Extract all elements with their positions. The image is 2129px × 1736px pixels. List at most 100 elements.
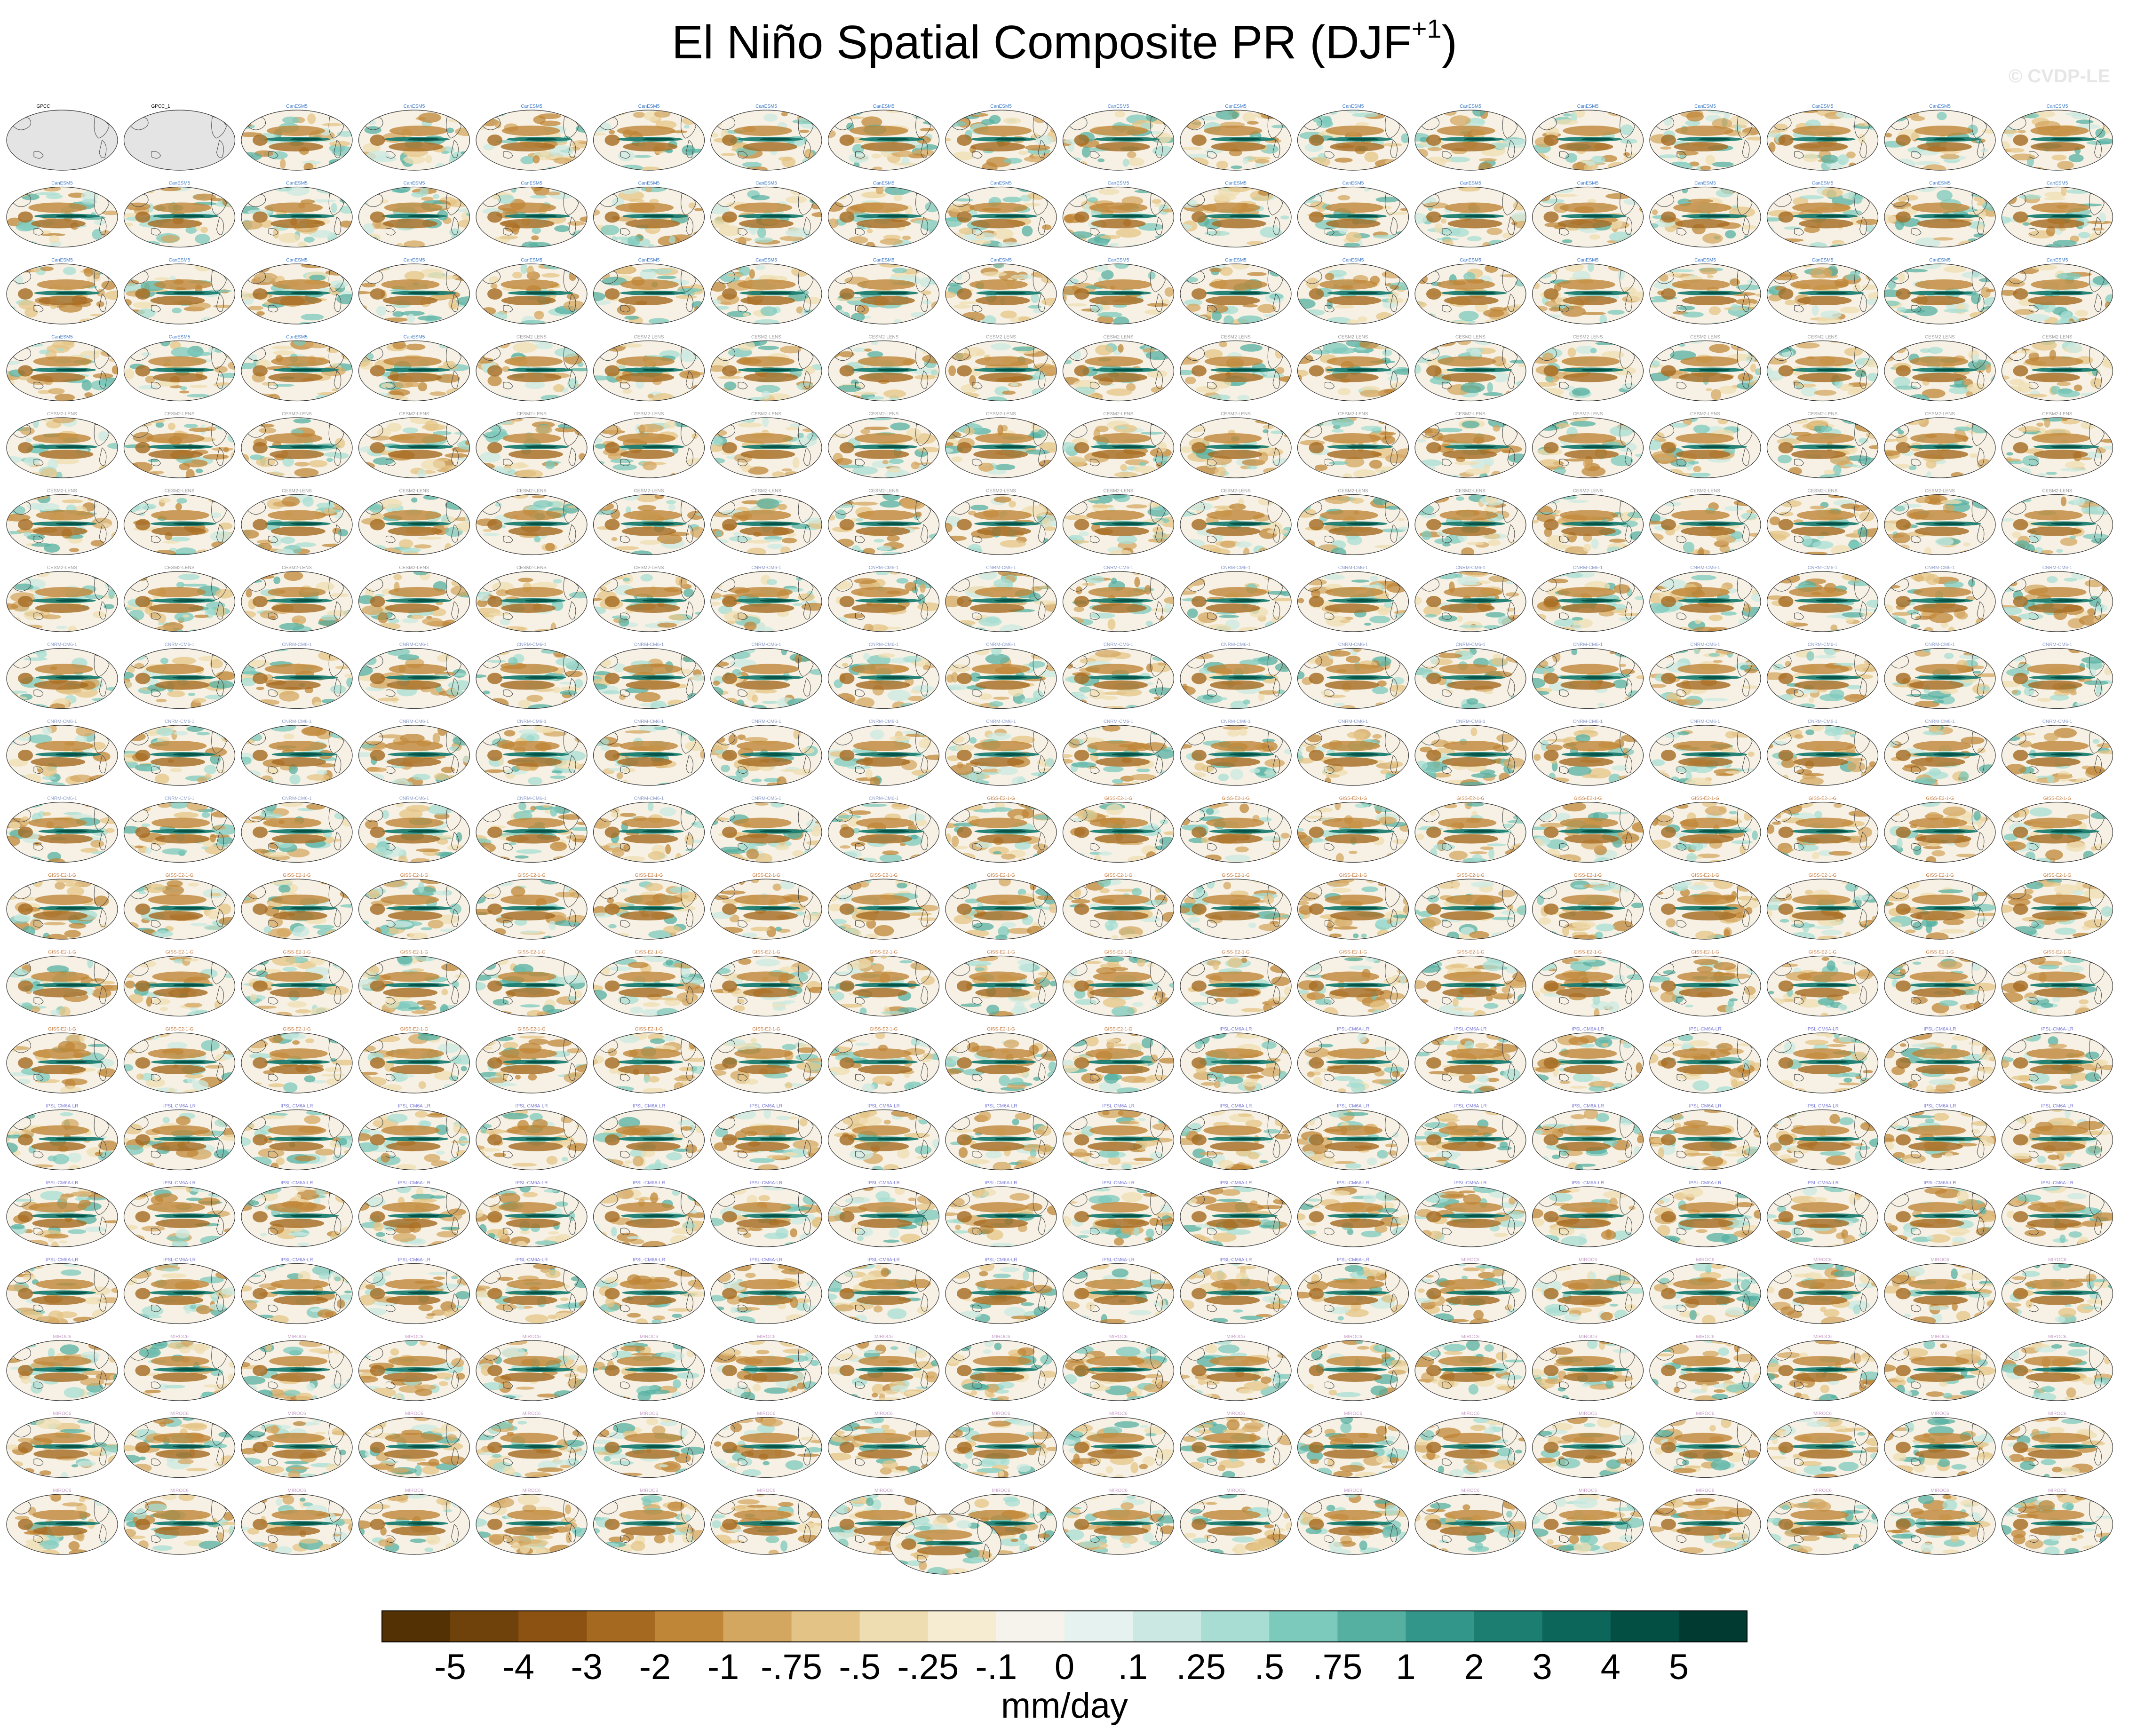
panel-label: GISS-E2-1-G: [2043, 950, 2072, 955]
colorbar-tick-label: 5: [1668, 1647, 1689, 1687]
map-panel: CanESM5: [1062, 104, 1175, 171]
panel-label: CESM2-LENS: [634, 489, 664, 494]
panel-label: MIROC6: [1696, 1334, 1715, 1340]
map-panel: CanESM5: [241, 258, 353, 325]
map-panel: MIROC6: [1062, 1334, 1175, 1401]
panel-label: IPSL-CM6A-LR: [516, 1104, 548, 1109]
panel-label: MIROC6: [874, 1411, 893, 1417]
map-panel: GISS-E2-1-G: [1297, 796, 1409, 863]
panel-label: CNRM-CM6-1: [986, 719, 1016, 724]
panel-label: GPCC_1: [151, 104, 170, 109]
panel-label: CanESM5: [1812, 104, 1834, 109]
colorbar-tick-label: 4: [1600, 1647, 1621, 1687]
map-panel: CESM2-LENS: [358, 412, 470, 478]
map-panel: MIROC6: [1766, 1334, 1879, 1401]
map-panel: GISS-E2-1-G: [945, 796, 1057, 863]
map-panel: CanESM5: [1532, 181, 1644, 248]
panel-label: CNRM-CM6-1: [516, 796, 547, 801]
map-panel: CESM2-LENS: [1297, 489, 1409, 555]
map-panel: GISS-E2-1-G: [593, 950, 705, 1017]
map-panel: MIROC6: [1884, 1258, 1996, 1324]
panel-label: MIROC6: [170, 1411, 189, 1417]
map-panel: CanESM5: [2001, 258, 2113, 325]
colorbar: [381, 1610, 1748, 1642]
map-panel: CNRM-CM6-1: [827, 719, 940, 786]
panel-label: CanESM5: [404, 258, 425, 263]
panel-label: CNRM-CM6-1: [1925, 642, 1955, 648]
panel-label: CanESM5: [755, 181, 777, 186]
panel-label: MIROC6: [405, 1411, 423, 1417]
panel-label: CNRM-CM6-1: [634, 642, 664, 648]
map-panel: CESM2-LENS: [123, 565, 236, 632]
map-panel: GISS-E2-1-G: [123, 950, 236, 1017]
colorbar-swatch: [587, 1611, 655, 1642]
map-panel: CanESM5: [710, 181, 822, 248]
panel-label: CNRM-CM6-1: [516, 719, 547, 724]
map-panel: CanESM5: [827, 181, 940, 248]
map-panel: CNRM-CM6-1: [123, 719, 236, 786]
panel-label: CanESM5: [1694, 104, 1716, 109]
panel-label: CNRM-CM6-1: [399, 796, 429, 801]
panel-label: GISS-E2-1-G: [166, 950, 194, 955]
map-panel: CanESM5: [1766, 258, 1879, 325]
colorbar-swatch: [1064, 1611, 1133, 1642]
panel-label: MIROC6: [1462, 1411, 1480, 1417]
panel-label: GISS-E2-1-G: [635, 950, 663, 955]
map-panel: IPSL-CM6A-LR: [123, 1181, 236, 1247]
panel-label: CanESM5: [1812, 258, 1834, 263]
panel-label: MIROC6: [874, 1488, 893, 1493]
panel-label: CanESM5: [1343, 181, 1364, 186]
map-panel: CESM2-LENS: [476, 565, 588, 632]
panel-label: CESM2-LENS: [516, 489, 547, 494]
map-panel: IPSL-CM6A-LR: [1884, 1181, 1996, 1247]
map-panel: GISS-E2-1-G: [945, 873, 1057, 940]
panel-label: CNRM-CM6-1: [1690, 719, 1720, 724]
map-panel: GISS-E2-1-G: [1649, 796, 1761, 863]
panel-label: GISS-E2-1-G: [1926, 796, 1954, 801]
panel-label: IPSL-CM6A-LR: [1102, 1181, 1135, 1186]
panel-label: MIROC6: [1109, 1411, 1128, 1417]
map-panel: MIROC6: [1180, 1334, 1292, 1401]
panel-label: CNRM-CM6-1: [1338, 565, 1368, 571]
map-panel: CNRM-CM6-1: [476, 642, 588, 709]
panel-label: IPSL-CM6A-LR: [1220, 1258, 1252, 1263]
panel-label: IPSL-CM6A-LR: [1102, 1258, 1135, 1263]
panel-label: GISS-E2-1-G: [1574, 873, 1602, 878]
panel-label: GISS-E2-1-G: [752, 950, 780, 955]
panel-label: CNRM-CM6-1: [751, 565, 781, 571]
map-panel: GISS-E2-1-G: [241, 1027, 353, 1094]
panel-label: GISS-E2-1-G: [283, 1027, 311, 1032]
panel-label: MIROC6: [1462, 1488, 1480, 1493]
map-panel: MIROC6: [1532, 1258, 1644, 1324]
map-panel: GISS-E2-1-G: [1532, 873, 1644, 940]
panel-label: CNRM-CM6-1: [1573, 565, 1603, 571]
map-panel: GPCC: [6, 104, 118, 171]
map-panel: GPCC_1: [123, 104, 236, 171]
map-panel: CESM2-LENS: [358, 565, 470, 632]
panel-label: CESM2-LENS: [986, 335, 1016, 340]
panel-label: CanESM5: [286, 181, 308, 186]
panel-label: CESM2-LENS: [751, 489, 781, 494]
map-panel: CNRM-CM6-1: [123, 796, 236, 863]
panel-label: CESM2-LENS: [1104, 335, 1134, 340]
panel-label: CanESM5: [1929, 104, 1951, 109]
map-panel: CNRM-CM6-1: [2001, 719, 2113, 786]
panel-label: CanESM5: [1694, 258, 1716, 263]
panel-label: GISS-E2-1-G: [517, 873, 546, 878]
map-panel: MIROC6: [1062, 1411, 1175, 1478]
map-panel: GISS-E2-1-G: [241, 950, 353, 1017]
panel-label: CanESM5: [404, 104, 425, 109]
map-panel: CanESM5: [358, 258, 470, 325]
map-panel: IPSL-CM6A-LR: [1180, 1181, 1292, 1247]
panel-label: CanESM5: [2047, 104, 2068, 109]
colorbar-units: mm/day: [1001, 1686, 1128, 1726]
map-panel: CNRM-CM6-1: [1180, 565, 1292, 632]
map-panel: IPSL-CM6A-LR: [476, 1104, 588, 1171]
map-panel: CESM2-LENS: [1180, 412, 1292, 478]
colorbar-tick-label: .75: [1312, 1647, 1363, 1687]
map-panel: IPSL-CM6A-LR: [1532, 1104, 1644, 1171]
map-panel: MIROC6: [2001, 1334, 2113, 1401]
panel-label: GISS-E2-1-G: [1104, 873, 1133, 878]
map-panel: IPSL-CM6A-LR: [2001, 1104, 2113, 1171]
colorbar-swatch: [996, 1611, 1065, 1642]
